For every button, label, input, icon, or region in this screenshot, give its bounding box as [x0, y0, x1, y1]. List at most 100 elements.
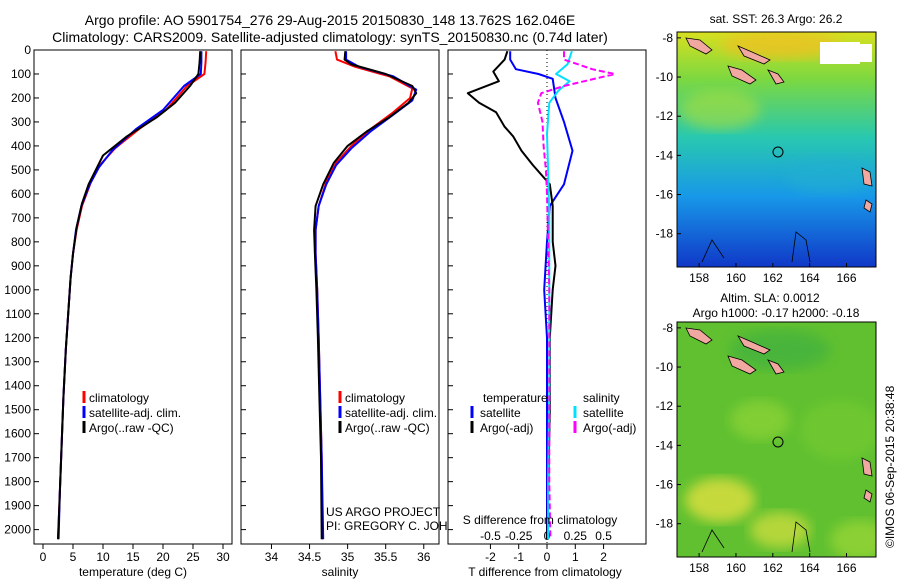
sst-field: [677, 32, 876, 267]
bathymetry-contour: [791, 231, 811, 263]
y-tick-label: 700: [11, 211, 31, 225]
salinity-plot-frame: [240, 49, 440, 545]
sla-map-title-1: Altim. SLA: 0.0012: [720, 291, 820, 305]
title-line-2: Climatology: CARS2009. Satellite-adjuste…: [52, 29, 608, 45]
x-tick-label: 34: [265, 550, 279, 564]
salinity-axis-label: salinity: [322, 565, 359, 579]
lat-tick-label: -16: [656, 478, 674, 492]
lon-tick-label: 162: [763, 561, 783, 575]
y-tick-label: 1200: [4, 331, 31, 345]
y-tick-label: 1300: [4, 355, 31, 369]
legend-label-argo: Argo(..raw -QC): [345, 421, 430, 435]
x-tick-label: 0: [40, 550, 47, 564]
lat-tick-label: -8: [662, 321, 673, 335]
x-tick-label: 20: [156, 550, 170, 564]
y-tick-label: 1600: [4, 427, 31, 441]
y-tick-label: 1400: [4, 379, 31, 393]
y-tick-label: 200: [11, 91, 31, 105]
pi-credit: PI: GREGORY C. JOHNSON: [326, 519, 482, 533]
sla-map-title-2: Argo h1000: -0.17 h2000: -0.18: [693, 306, 860, 320]
y-tick-label: 2000: [4, 523, 31, 537]
sst-map-frame: [676, 31, 877, 268]
y-tick-label: 0: [24, 43, 31, 57]
x-tick-label: 36: [417, 550, 431, 564]
s-difference-axis-label: S difference from climatology: [463, 513, 618, 527]
s-tick-label: -0.25: [505, 529, 533, 543]
x-tick-label: 5: [70, 550, 77, 564]
sla-texture: [685, 330, 876, 557]
sla-islands: [685, 327, 873, 503]
sst-map: sat. SST: 26.3 Argo: 26.2 -8 -10 -12 -14 -16…: [656, 12, 877, 285]
x-tick-label: -2: [485, 550, 496, 564]
temperature-axis-label: temperature (deg C): [79, 565, 187, 579]
y-tick-label: 400: [11, 139, 31, 153]
legend-label-climatology: climatology: [89, 391, 149, 405]
lon-tick-label: 160: [726, 561, 746, 575]
y-tick-label: 100: [11, 67, 31, 81]
x-tick-label: 30: [216, 550, 230, 564]
temperature-legend: climatology satellite-adj. clim. Argo(..…: [82, 391, 181, 435]
salinity-legend: climatology satellite-adj. clim. Argo(..…: [338, 391, 437, 435]
sla-map-frame: [676, 321, 877, 558]
legend-title-salinity: salinity: [583, 391, 620, 405]
x-tick-label: 10: [96, 550, 110, 564]
lon-tick-label: 158: [689, 271, 709, 285]
lat-tick-label: -10: [656, 70, 674, 84]
sst-map-title: sat. SST: 26.3 Argo: 26.2: [710, 12, 843, 26]
y-tick-label: 1900: [4, 499, 31, 513]
difference-legend: temperature salinity satellite Argo(-adj…: [470, 391, 636, 435]
x-tick-label: 35.5: [374, 550, 398, 564]
lat-tick-label: -10: [656, 360, 674, 374]
lon-tick-label: 162: [763, 271, 783, 285]
y-tick-label: 600: [11, 187, 31, 201]
sst-islands: [685, 37, 873, 213]
y-tick-label: 1500: [4, 403, 31, 417]
y-tick-label: 1100: [5, 307, 31, 321]
temperature-plot-frame: [33, 49, 233, 545]
series-line-salinity-satellite: [546, 50, 573, 540]
y-tick-label: 1800: [4, 475, 31, 489]
y-tick-label: 300: [11, 115, 31, 129]
legend-title-temperature: temperature: [483, 391, 548, 405]
s-tick-label: -0.5: [480, 529, 501, 543]
legend-label-s-satellite: satellite: [583, 406, 624, 420]
series-line-argo-raw-qc: [57, 51, 202, 540]
sla-map: Altim. SLA: 0.0012 Argo h1000: -0.17 h20…: [656, 291, 877, 575]
legend-label-satellite: satellite-adj. clim.: [345, 406, 437, 420]
bathymetry-contour: [701, 239, 725, 263]
x-tick-label: 15: [126, 550, 140, 564]
lon-tick-label: 166: [837, 561, 857, 575]
legend-label-s-argo: Argo(-adj): [583, 421, 636, 435]
x-tick-label: 2: [600, 550, 607, 564]
lat-tick-label: -8: [662, 31, 673, 45]
x-tick-label: -1: [513, 550, 524, 564]
lat-tick-label: -12: [656, 399, 674, 413]
imos-credit: ©IMOS 06-Sep-2015 20:38:48: [883, 385, 897, 548]
legend-label-climatology: climatology: [345, 391, 405, 405]
salinity-panel: 34 34.5 35 35.5 36 salinity climatology sate…: [240, 49, 482, 579]
lat-tick-label: -16: [656, 188, 674, 202]
title-line-1: Argo profile: AO 5901754_276 29-Aug-2015…: [84, 12, 576, 28]
lon-tick-label: 158: [689, 561, 709, 575]
lat-tick-label: -14: [656, 438, 674, 452]
x-tick-label: 0: [544, 550, 551, 564]
series-line-argo-raw-qc: [313, 51, 418, 540]
argo-location-marker: [772, 146, 784, 158]
s-tick-label: 0.25: [564, 529, 588, 543]
lat-tick-label: -12: [656, 109, 674, 123]
series-line-salinity-argo-adj: [536, 51, 616, 540]
y-tick-label: 900: [11, 259, 31, 273]
y-tick-label: 500: [11, 163, 31, 177]
y-tick-label: 800: [11, 235, 31, 249]
difference-panel: -2 -1 0 1 2-0.5 -0.25 0 0.25 0.5 T difference fr…: [447, 49, 647, 579]
bathymetry-contour: [791, 521, 811, 553]
series-line-temperature-satellite: [509, 51, 574, 540]
legend-label-t-satellite: satellite: [480, 406, 521, 420]
sst-texture: [680, 32, 875, 193]
lon-tick-label: 160: [726, 271, 746, 285]
lat-tick-label: -18: [656, 227, 674, 241]
temperature-panel: 0100200300400500600700800900100011001200…: [4, 43, 233, 579]
lat-tick-label: -14: [656, 148, 674, 162]
lon-tick-label: 164: [800, 561, 820, 575]
